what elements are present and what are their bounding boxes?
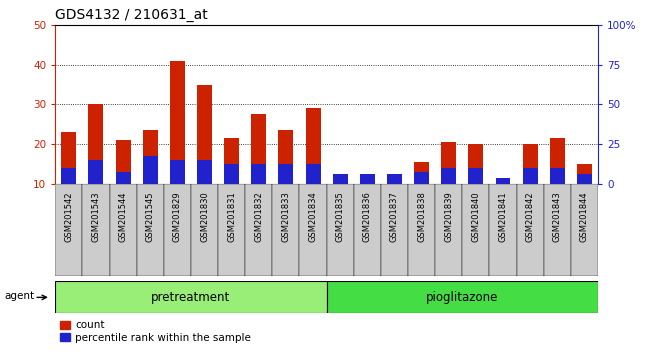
- Bar: [387, 174, 402, 184]
- Bar: [333, 174, 348, 184]
- Bar: [469, 168, 484, 184]
- Bar: [495, 178, 510, 184]
- Bar: [333, 174, 348, 184]
- Text: GSM201840: GSM201840: [471, 192, 480, 242]
- Bar: [381, 184, 408, 276]
- Bar: [550, 168, 565, 184]
- Bar: [306, 164, 320, 184]
- Text: GSM201839: GSM201839: [444, 192, 453, 242]
- Text: GSM201542: GSM201542: [64, 192, 73, 242]
- Bar: [278, 130, 293, 184]
- Bar: [577, 174, 592, 184]
- Text: GSM201829: GSM201829: [173, 192, 182, 242]
- Bar: [414, 172, 429, 184]
- Bar: [300, 184, 326, 276]
- Bar: [436, 184, 462, 276]
- Text: GSM201545: GSM201545: [146, 192, 155, 242]
- Bar: [360, 174, 375, 184]
- Bar: [83, 184, 110, 276]
- Bar: [191, 184, 218, 276]
- Bar: [61, 168, 76, 184]
- Bar: [462, 184, 489, 276]
- Bar: [523, 168, 538, 184]
- Legend: count, percentile rank within the sample: count, percentile rank within the sample: [60, 320, 251, 343]
- Bar: [306, 108, 320, 184]
- Bar: [495, 178, 510, 184]
- Bar: [543, 184, 571, 276]
- Text: agent: agent: [5, 291, 34, 301]
- Bar: [523, 144, 538, 184]
- Bar: [252, 114, 266, 184]
- Bar: [326, 281, 598, 313]
- Text: GSM201843: GSM201843: [552, 192, 562, 242]
- Text: pretreatment: pretreatment: [151, 291, 231, 304]
- Text: GSM201836: GSM201836: [363, 192, 372, 242]
- Bar: [571, 184, 598, 276]
- Bar: [88, 104, 103, 184]
- Text: GSM201844: GSM201844: [580, 192, 589, 242]
- Text: GSM201543: GSM201543: [92, 192, 101, 242]
- Bar: [354, 184, 381, 276]
- Text: GSM201833: GSM201833: [281, 192, 291, 242]
- Bar: [408, 184, 436, 276]
- Text: GSM201834: GSM201834: [309, 192, 318, 242]
- Bar: [136, 184, 164, 276]
- Text: GSM201842: GSM201842: [526, 192, 535, 242]
- Bar: [224, 164, 239, 184]
- Text: GDS4132 / 210631_at: GDS4132 / 210631_at: [55, 8, 208, 22]
- Text: GSM201832: GSM201832: [254, 192, 263, 242]
- Bar: [116, 140, 131, 184]
- Bar: [441, 142, 456, 184]
- Text: GSM201837: GSM201837: [390, 192, 399, 242]
- Bar: [116, 172, 131, 184]
- Bar: [143, 130, 158, 184]
- Bar: [55, 281, 326, 313]
- Bar: [170, 61, 185, 184]
- Bar: [218, 184, 245, 276]
- Bar: [143, 156, 158, 184]
- Bar: [197, 160, 212, 184]
- Bar: [441, 168, 456, 184]
- Bar: [245, 184, 272, 276]
- Bar: [61, 132, 76, 184]
- Bar: [224, 138, 239, 184]
- Text: GSM201830: GSM201830: [200, 192, 209, 242]
- Bar: [252, 164, 266, 184]
- Bar: [489, 184, 517, 276]
- Text: GSM201544: GSM201544: [118, 192, 127, 242]
- Bar: [170, 160, 185, 184]
- Bar: [278, 164, 293, 184]
- Bar: [88, 160, 103, 184]
- Text: pioglitazone: pioglitazone: [426, 291, 499, 304]
- Bar: [577, 164, 592, 184]
- Bar: [55, 184, 83, 276]
- Text: GSM201835: GSM201835: [335, 192, 345, 242]
- Bar: [327, 184, 354, 276]
- Text: GSM201841: GSM201841: [499, 192, 508, 242]
- Text: GSM201831: GSM201831: [227, 192, 236, 242]
- Bar: [387, 174, 402, 184]
- Bar: [550, 138, 565, 184]
- Text: GSM201838: GSM201838: [417, 192, 426, 242]
- Bar: [109, 184, 136, 276]
- Bar: [164, 184, 191, 276]
- Bar: [197, 85, 212, 184]
- Bar: [517, 184, 544, 276]
- Bar: [360, 174, 375, 184]
- Bar: [272, 184, 300, 276]
- Bar: [414, 162, 429, 184]
- Bar: [469, 144, 484, 184]
